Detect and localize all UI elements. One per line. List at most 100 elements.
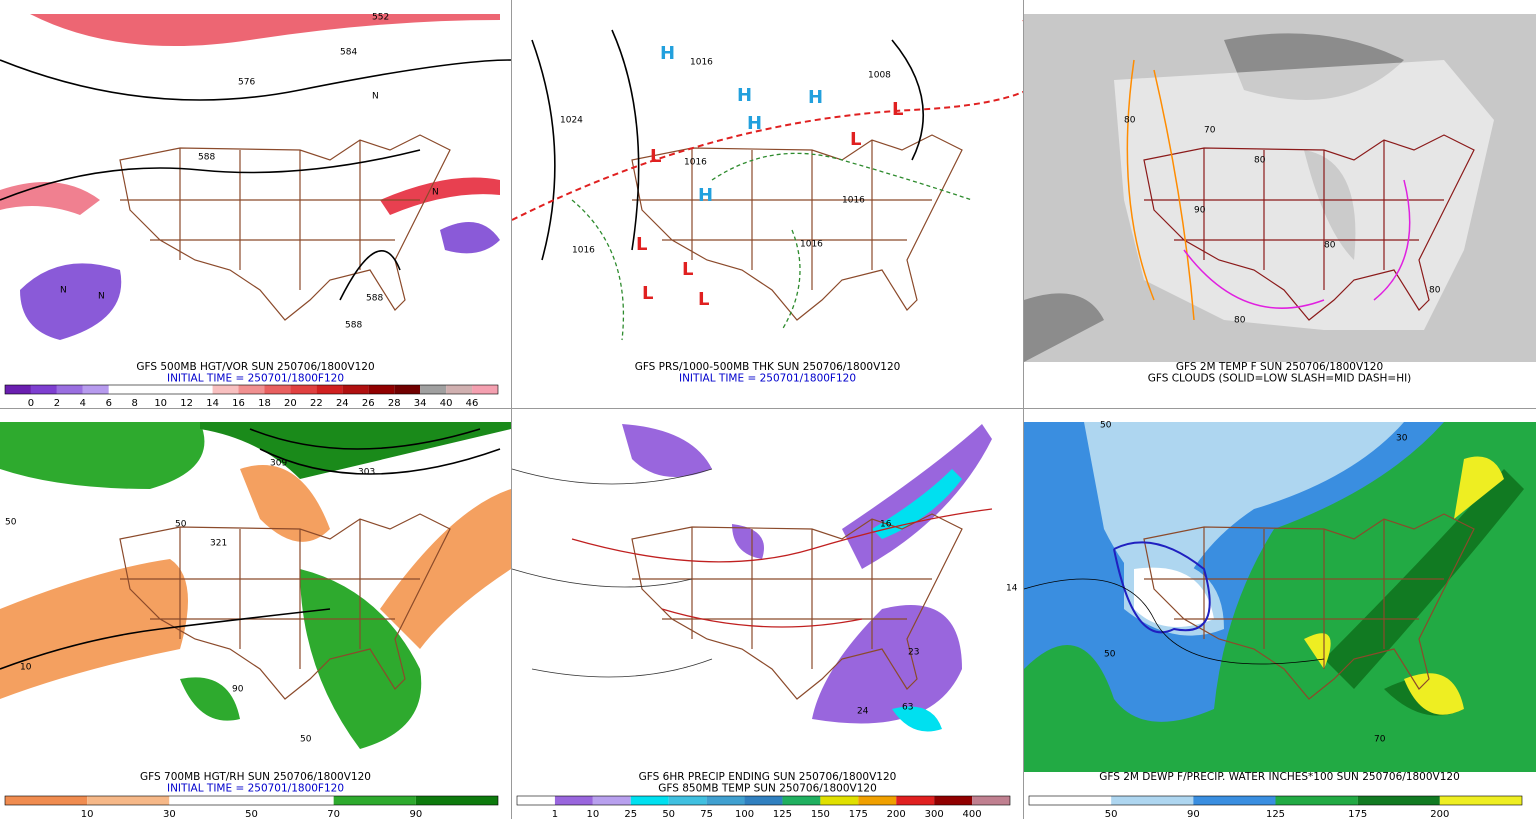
map-label: 14	[1006, 584, 1018, 594]
colorbar-swatch	[108, 385, 135, 394]
caption: INITIAL TIME = 250701/1800F120	[167, 783, 344, 795]
map-label: 309	[270, 459, 287, 469]
colorbar-swatch	[251, 796, 334, 805]
colorbar-swatch	[56, 385, 83, 394]
map-label: 1016	[572, 246, 595, 256]
colorbar-swatch	[212, 385, 239, 394]
map-label: 303	[358, 468, 375, 478]
colorbar-label: 100	[735, 809, 754, 819]
colorbar-label: 6	[106, 398, 112, 409]
colorbar-label: 200	[887, 809, 906, 819]
panel-map: 24 63 23 14 16	[511, 422, 1023, 772]
map-label: 1024	[560, 116, 583, 126]
colorbar-swatch	[668, 796, 707, 805]
colorbar-label: 10	[586, 809, 599, 819]
map-label: 70	[1204, 126, 1216, 136]
map-label: 1016	[800, 240, 823, 250]
colorbar-label: 46	[466, 398, 479, 409]
caption: GFS 6HR PRECIP ENDING SUN 250706/1800V12…	[639, 771, 897, 783]
colorbar-label: 75	[700, 809, 713, 819]
colorbar-swatch	[5, 796, 88, 805]
map-label: 90	[1194, 206, 1206, 216]
panel-map: 552 584 576 588 588 588 N N N N	[0, 13, 512, 362]
colorbar-swatch	[368, 385, 395, 394]
map-label: 50	[1100, 421, 1112, 431]
colorbar-swatch	[858, 796, 897, 805]
colorbar-frame	[516, 795, 1011, 806]
l-marker: L	[682, 259, 693, 280]
colorbar-swatch	[1357, 796, 1440, 805]
colorbar-label: 22	[310, 398, 323, 409]
map-label: 80	[1324, 241, 1336, 251]
colorbar-label: 14	[206, 398, 219, 409]
colorbar-label: 90	[409, 809, 422, 819]
l-marker: L	[636, 234, 647, 255]
map-label: 584	[340, 48, 357, 58]
colorbar-label: 12	[180, 398, 193, 409]
colorbar-swatch	[160, 385, 187, 394]
colorbar-label: 4	[80, 398, 86, 409]
colorbar-swatch	[415, 796, 498, 805]
caption: GFS CLOUDS (SOLID=LOW SLASH=MID DASH=HI)	[1148, 373, 1412, 385]
map-label: 90	[232, 685, 244, 695]
colorbar-swatch	[333, 796, 416, 805]
panel-map: 1016 1016 1024 1016 1016 1016 1008 H H H…	[511, 14, 1052, 362]
map-label: 50	[5, 518, 17, 528]
colorbar-frame	[1028, 795, 1523, 806]
caption: GFS PRS/1000-500MB THK SUN 250706/1800V1…	[635, 361, 901, 373]
caption: GFS 700MB HGT/RH SUN 250706/1800V120	[140, 771, 371, 783]
colorbar-swatch	[630, 796, 669, 805]
colorbar-label: 200	[1430, 809, 1449, 819]
map-label: 588	[198, 153, 215, 163]
h-marker: H	[808, 87, 823, 108]
colorbar-swatch	[134, 385, 161, 394]
colorbar-swatch	[744, 796, 783, 805]
colorbar-swatch	[820, 796, 859, 805]
l-marker: L	[698, 289, 709, 310]
caption: INITIAL TIME = 250701/1800F120	[679, 373, 856, 385]
map-label: 80	[1234, 316, 1246, 326]
colorbar-label: 24	[336, 398, 349, 409]
colorbar-swatch	[30, 385, 57, 394]
colorbar-swatch	[87, 796, 170, 805]
colorbar-label: 300	[925, 809, 944, 819]
colorbar-swatch	[1193, 796, 1276, 805]
colorbar-swatch	[264, 385, 291, 394]
colorbar-label: 50	[245, 809, 258, 819]
colorbar-swatch	[420, 385, 447, 394]
colorbar-label: 0	[28, 398, 34, 409]
map-label: 24	[857, 707, 869, 717]
colorbar-label: 20	[284, 398, 297, 409]
colorbar-label: 175	[1348, 809, 1367, 819]
colorbar-swatch	[896, 796, 935, 805]
map-label: N	[98, 292, 105, 302]
map-label: 321	[210, 539, 227, 549]
map-label: 1016	[684, 158, 707, 168]
colorbar-label: 18	[258, 398, 271, 409]
colorbar-swatch	[1111, 796, 1194, 805]
colorbar-label: 1	[552, 809, 558, 819]
colorbar-swatch	[554, 796, 593, 805]
colorbar-frame	[4, 795, 499, 806]
colorbar-swatch	[782, 796, 821, 805]
colorbar-swatch	[169, 796, 252, 805]
panel-map: 309 303 321 50 50 90 10 50	[0, 422, 511, 772]
panel-map: 50 30 50 70	[1023, 421, 1536, 772]
map-label: 50	[175, 520, 187, 530]
colorbar-swatch	[82, 385, 109, 394]
colorbar-frame	[4, 384, 499, 395]
colorbar-label: 50	[662, 809, 675, 819]
caption: GFS 2M TEMP F SUN 250706/1800V120	[1176, 361, 1383, 373]
colorbar-label: 150	[811, 809, 830, 819]
colorbar-label: 8	[132, 398, 138, 409]
caption: GFS 850MB TEMP SUN 250706/1800V120	[658, 783, 877, 795]
colorbar-swatch	[1439, 796, 1522, 805]
map-label: N	[432, 188, 439, 198]
l-marker: L	[892, 99, 903, 120]
h-marker: H	[737, 85, 752, 106]
map-label: 63	[902, 703, 913, 713]
map-label: 10	[20, 663, 32, 673]
map-label: 16	[880, 520, 892, 530]
h-marker: H	[660, 43, 675, 64]
